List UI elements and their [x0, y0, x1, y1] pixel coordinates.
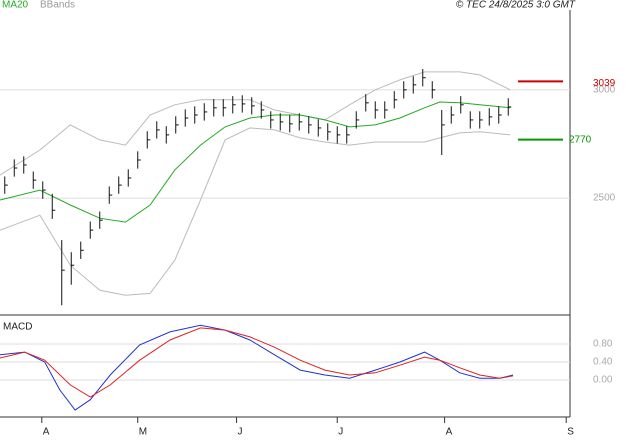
x-tick-label: J [238, 427, 243, 438]
level-label: 3039 [593, 78, 616, 89]
y-tick-label: 0.40 [593, 357, 613, 368]
x-tick-label: M [139, 427, 147, 438]
macd-line [0, 324, 514, 411]
legend-ma20: MA20 [2, 0, 29, 11]
x-tick-label: J [338, 427, 343, 438]
level-label: 2770 [569, 134, 592, 145]
macd-line [0, 327, 514, 398]
x-tick-label: S [567, 427, 574, 438]
legend-bbands: BBands [40, 0, 75, 11]
y-tick-label: 2500 [593, 193, 616, 204]
y-tick-label: 0.80 [593, 339, 613, 350]
macd-title: MACD [3, 322, 32, 333]
bollinger-band [0, 71, 511, 176]
y-tick-label: 3000 [593, 84, 616, 95]
x-tick-label: A [446, 427, 453, 438]
ma-line [0, 101, 511, 223]
y-tick-label: 0.00 [593, 375, 613, 386]
bollinger-band [0, 127, 511, 296]
source: © TEC 24/8/2025 3:0 GMT [456, 0, 576, 11]
x-tick-label: A [43, 427, 50, 438]
